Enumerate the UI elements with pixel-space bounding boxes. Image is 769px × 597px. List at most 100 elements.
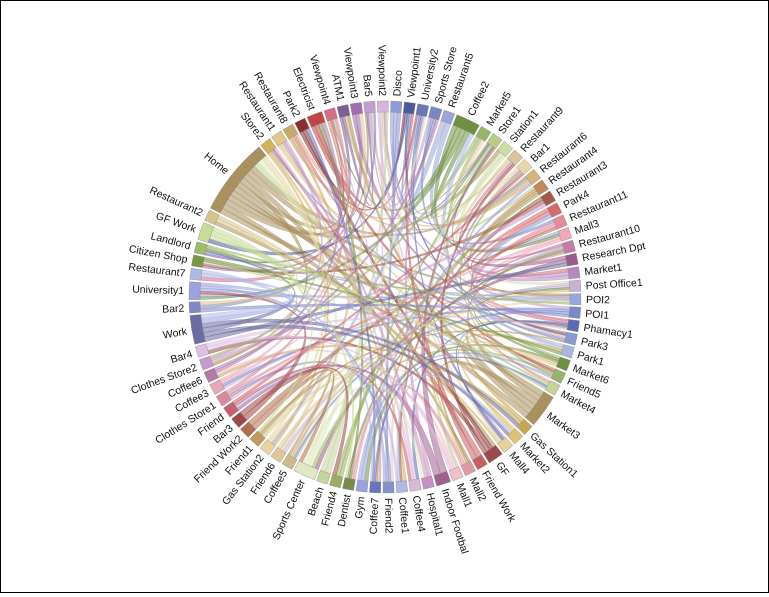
- chord-arc[interactable]: [342, 477, 356, 491]
- chord-label: Park3: [580, 336, 610, 354]
- chord-arc[interactable]: [189, 267, 203, 281]
- chord-label: POI2: [586, 294, 610, 306]
- chord-arc[interactable]: [188, 301, 201, 314]
- chord-arc[interactable]: [189, 314, 206, 345]
- chord-arc[interactable]: [270, 447, 287, 463]
- chord-arc[interactable]: [204, 209, 220, 225]
- chord-arc[interactable]: [560, 344, 575, 359]
- chord-arc[interactable]: [557, 227, 573, 242]
- chord-ribbons: [199, 111, 571, 483]
- chord-label: Friend2: [382, 498, 395, 534]
- chord-arc[interactable]: [349, 102, 363, 116]
- chord-arc[interactable]: [260, 138, 277, 155]
- chord-arc[interactable]: [564, 331, 578, 346]
- chord-arc[interactable]: [306, 111, 326, 128]
- chord-arc[interactable]: [294, 117, 310, 134]
- chord-arc[interactable]: [433, 471, 451, 487]
- chord-arc[interactable]: [483, 444, 503, 464]
- chord-label: Coffee1: [396, 497, 411, 535]
- chord-arc[interactable]: [428, 106, 443, 121]
- chord-arc[interactable]: [569, 293, 582, 306]
- chord-arc[interactable]: [546, 202, 563, 218]
- chord-arc[interactable]: [382, 481, 395, 494]
- chord-arc[interactable]: [209, 379, 225, 395]
- chord-arc[interactable]: [561, 239, 576, 254]
- chord-arc[interactable]: [544, 380, 561, 396]
- chord-arc[interactable]: [556, 356, 571, 372]
- chord-arc[interactable]: [452, 114, 480, 136]
- chord-arc[interactable]: [281, 454, 298, 470]
- chord-arc[interactable]: [210, 146, 267, 214]
- chord-arc[interactable]: [329, 474, 344, 489]
- chord-arc[interactable]: [460, 460, 476, 477]
- chord-arc[interactable]: [363, 101, 376, 114]
- chord-arc[interactable]: [249, 430, 266, 447]
- chord-arc[interactable]: [506, 149, 524, 166]
- chord-arc[interactable]: [497, 436, 514, 453]
- chord-label: POI1: [585, 308, 610, 322]
- chord-arc[interactable]: [199, 355, 214, 371]
- chord-arc[interactable]: [215, 390, 232, 407]
- chord-arc[interactable]: [568, 306, 581, 319]
- chord-arc[interactable]: [475, 126, 492, 142]
- chord-label: Post Office1: [585, 277, 643, 292]
- chord-arc[interactable]: [448, 466, 464, 482]
- chord-arc[interactable]: [369, 481, 382, 494]
- chord-arc[interactable]: [355, 479, 369, 493]
- chord-arc[interactable]: [497, 141, 514, 157]
- chord-label: Bar4: [169, 348, 194, 366]
- chord-arc[interactable]: [565, 253, 579, 267]
- chord-arc[interactable]: [550, 368, 566, 384]
- chord-label: Market1: [584, 261, 623, 278]
- chord-arc[interactable]: [567, 266, 581, 280]
- chord-arc[interactable]: [195, 343, 210, 358]
- chord-arc[interactable]: [440, 109, 456, 125]
- chord-arc[interactable]: [525, 168, 541, 185]
- chord-arc[interactable]: [472, 454, 488, 471]
- chord-arc[interactable]: [552, 214, 568, 230]
- chord-label: Bar2: [162, 303, 185, 316]
- chord-arc[interactable]: [282, 123, 299, 140]
- chord-label: Viewpoint2: [376, 45, 389, 96]
- chord-arc[interactable]: [507, 428, 524, 445]
- chord-label: Coffee2: [466, 80, 492, 118]
- chord-arc[interactable]: [188, 281, 201, 300]
- chord-arcs: [188, 100, 582, 494]
- chord-arc[interactable]: [231, 411, 248, 428]
- chord-arc[interactable]: [408, 478, 422, 492]
- chord-arc[interactable]: [240, 421, 257, 438]
- chord-label: Gym: [353, 496, 368, 520]
- chord-arc[interactable]: [516, 158, 533, 176]
- chord-arc[interactable]: [203, 367, 219, 383]
- chord-arc[interactable]: [223, 401, 240, 418]
- chord-arc[interactable]: [271, 130, 288, 147]
- chord-arc[interactable]: [390, 100, 403, 113]
- chord-arc[interactable]: [540, 190, 556, 207]
- chord-arc[interactable]: [415, 103, 430, 117]
- chord-label: ATM1: [329, 73, 347, 102]
- chord-arc[interactable]: [395, 480, 408, 493]
- chord-arc[interactable]: [569, 279, 582, 292]
- chord-arc[interactable]: [533, 179, 549, 196]
- chord-label: Work: [162, 325, 189, 341]
- chord-arc[interactable]: [197, 222, 215, 243]
- chord-arc[interactable]: [566, 319, 580, 333]
- chord-arc[interactable]: [336, 104, 351, 118]
- chord-arc[interactable]: [316, 470, 331, 485]
- chord-arc[interactable]: [525, 391, 554, 425]
- chord-arc[interactable]: [377, 100, 389, 113]
- chord-label: Home: [202, 150, 232, 177]
- chord-arc[interactable]: [293, 460, 319, 481]
- chord-arc[interactable]: [486, 133, 503, 149]
- chord-label: Coffee4: [410, 495, 428, 533]
- chord-arc[interactable]: [191, 254, 205, 268]
- chord-label: GF: [493, 460, 511, 479]
- chord-arc[interactable]: [259, 439, 276, 456]
- chord-arc[interactable]: [323, 107, 338, 122]
- chord-arc[interactable]: [403, 101, 416, 115]
- chord-arc[interactable]: [421, 475, 435, 490]
- chord-arc[interactable]: [516, 418, 533, 435]
- chord-arc[interactable]: [193, 241, 208, 256]
